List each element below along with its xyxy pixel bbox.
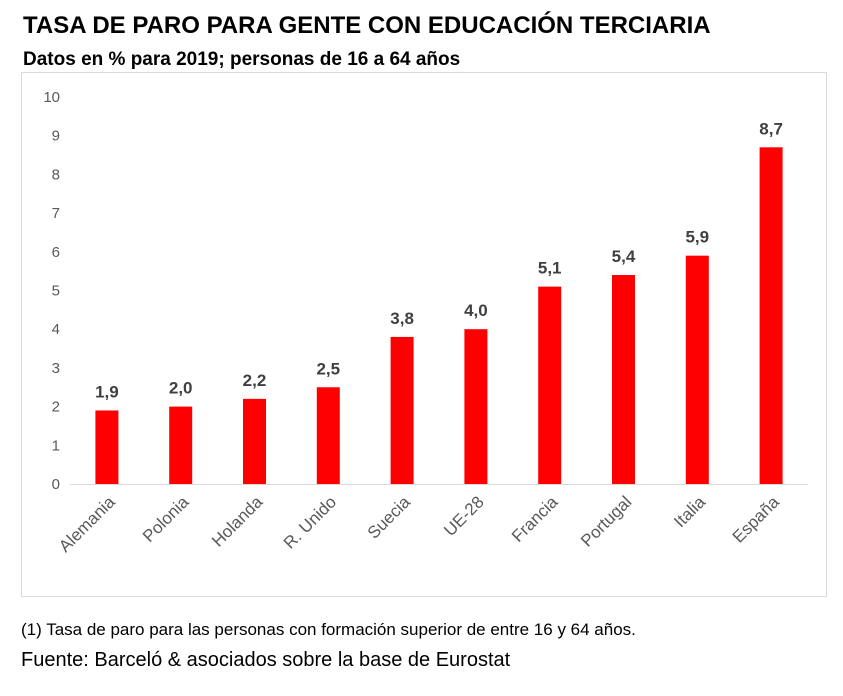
x-tick-label: Alemania bbox=[55, 492, 119, 556]
bar bbox=[759, 147, 783, 484]
y-tick-label: 2 bbox=[52, 399, 60, 416]
y-tick-label: 8 bbox=[52, 166, 60, 183]
y-tick-label: 7 bbox=[52, 205, 60, 222]
y-tick-label: 9 bbox=[52, 128, 60, 145]
data-label: 4,0 bbox=[464, 301, 488, 320]
x-tick-label: España bbox=[729, 492, 784, 547]
x-tick-label: Italia bbox=[670, 492, 709, 531]
y-tick-label: 0 bbox=[52, 476, 60, 493]
y-tick-label: 3 bbox=[52, 360, 60, 377]
chart-subtitle: Datos en % para 2019; personas de 16 a 6… bbox=[23, 49, 461, 70]
data-label: 3,8 bbox=[390, 309, 414, 328]
y-tick-label: 1 bbox=[52, 437, 60, 454]
chart-title: TASA DE PARO PARA GENTE CON EDUCACIÓN TE… bbox=[23, 12, 711, 39]
footnote: (1) Tasa de paro para las personas con f… bbox=[21, 620, 636, 639]
x-tick-label: R. Unido bbox=[280, 492, 340, 552]
data-label: 1,9 bbox=[95, 382, 119, 401]
y-tick-label: 5 bbox=[52, 283, 60, 300]
bar bbox=[685, 255, 709, 484]
data-label: 2,5 bbox=[316, 359, 340, 378]
x-tick-label: Suecia bbox=[364, 492, 415, 543]
chart-area bbox=[21, 72, 827, 597]
bar-chart: 0 1 2 3 4 5 6 7 8 9 10 1,9 Alemania 2,0 Polonia 2,2 Hola… bbox=[43, 89, 808, 556]
data-label: 2,2 bbox=[243, 371, 267, 390]
bar bbox=[169, 406, 193, 484]
bar bbox=[316, 387, 340, 484]
bar bbox=[538, 286, 562, 484]
bar bbox=[612, 275, 635, 484]
data-label: 2,0 bbox=[169, 379, 193, 398]
source-note: Fuente: Barceló & asociados sobre la bas… bbox=[21, 649, 511, 671]
bar bbox=[243, 398, 266, 484]
bar bbox=[464, 329, 488, 484]
x-tick-label: Francia bbox=[508, 492, 562, 546]
bar bbox=[95, 410, 119, 484]
data-label: 5,1 bbox=[538, 259, 562, 278]
data-label: 5,9 bbox=[685, 228, 709, 247]
y-tick-label: 4 bbox=[52, 321, 60, 338]
y-tick-label: 6 bbox=[52, 244, 60, 261]
x-tick-label: Polonia bbox=[139, 492, 193, 546]
data-label: 8,7 bbox=[759, 119, 783, 138]
x-tick-label: Portugal bbox=[577, 492, 635, 550]
y-tick-label: 10 bbox=[43, 89, 60, 106]
data-label: 5,4 bbox=[612, 247, 636, 266]
x-tick-label: Holanda bbox=[208, 492, 267, 551]
x-tick-label: UE-28 bbox=[440, 492, 488, 540]
bar bbox=[390, 336, 414, 484]
